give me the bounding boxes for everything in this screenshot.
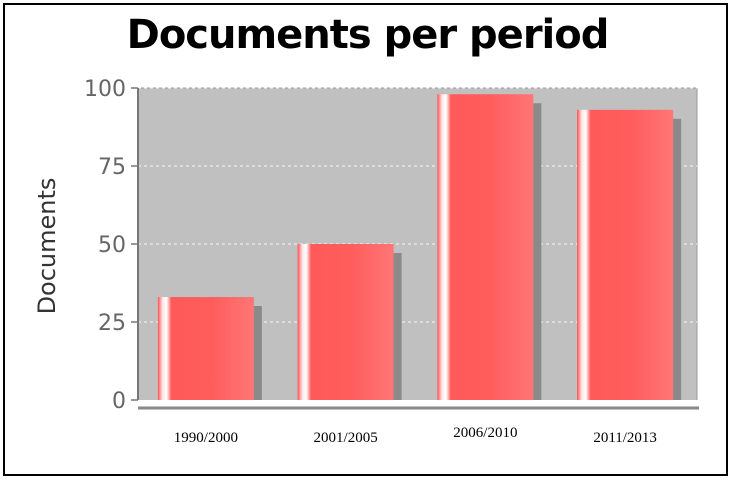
- y-tick-label: 75: [98, 155, 126, 180]
- y-tick-label: 25: [98, 311, 126, 336]
- x-tick-label: 2011/2013: [593, 430, 657, 446]
- y-tick-label: 0: [112, 389, 126, 414]
- bar: [297, 244, 394, 400]
- y-tick-label: 50: [98, 233, 126, 258]
- bar: [437, 94, 534, 401]
- chart-title: Documents per period: [126, 12, 610, 58]
- bar: [577, 109, 674, 400]
- bar: [157, 297, 254, 400]
- y-tick-label: 100: [84, 77, 126, 102]
- x-tick-label: 2006/2010: [453, 425, 517, 441]
- x-tick-label: 2001/2005: [314, 430, 378, 446]
- x-tick-label: 1990/2000: [174, 430, 238, 446]
